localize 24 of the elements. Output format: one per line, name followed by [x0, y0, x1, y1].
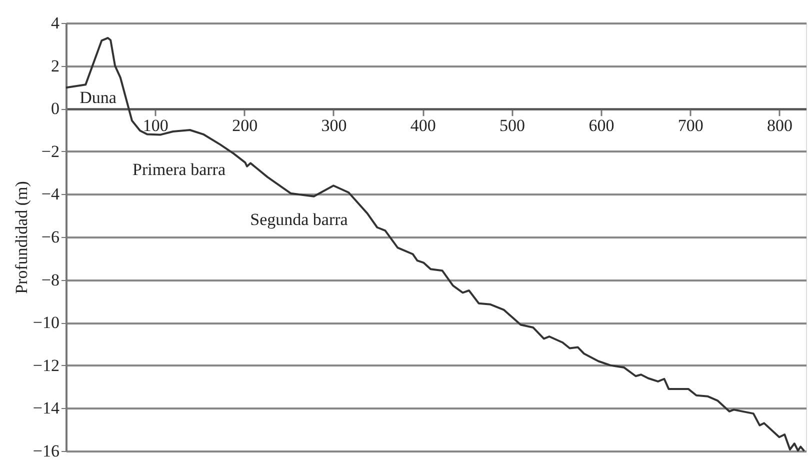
y-tick-label: −2	[41, 142, 60, 161]
y-tick-label: 4	[51, 14, 60, 32]
y-tick-label: −4	[41, 184, 60, 204]
y-tick-label: −6	[41, 228, 60, 246]
y-tick-label: −14	[32, 398, 60, 418]
annotation: Segunda barra	[250, 210, 348, 229]
x-tick-label: 800	[767, 116, 793, 136]
x-tick-label: 300	[321, 116, 347, 136]
x-tick-label: 100	[142, 116, 168, 136]
y-axis-title: Profundidad (m)	[12, 181, 31, 294]
y-tick-label: −16	[32, 442, 60, 460]
x-tick-label: 200	[232, 116, 258, 136]
y-tick-label: 0	[51, 99, 60, 118]
x-tick-label: 400	[410, 116, 436, 136]
x-tick-label: 600	[588, 116, 614, 136]
y-tick-label: −8	[41, 270, 60, 290]
x-tick-label: 500	[500, 116, 526, 136]
x-tick-label: 700	[678, 116, 704, 136]
line-series	[65, 36, 806, 452]
y-tick-label: 2	[51, 56, 60, 76]
annotation: Duna	[80, 88, 117, 107]
y-tick-label: −10	[32, 313, 60, 332]
y-tick-label: −12	[32, 356, 60, 375]
annotation: Primera barra	[132, 160, 226, 179]
